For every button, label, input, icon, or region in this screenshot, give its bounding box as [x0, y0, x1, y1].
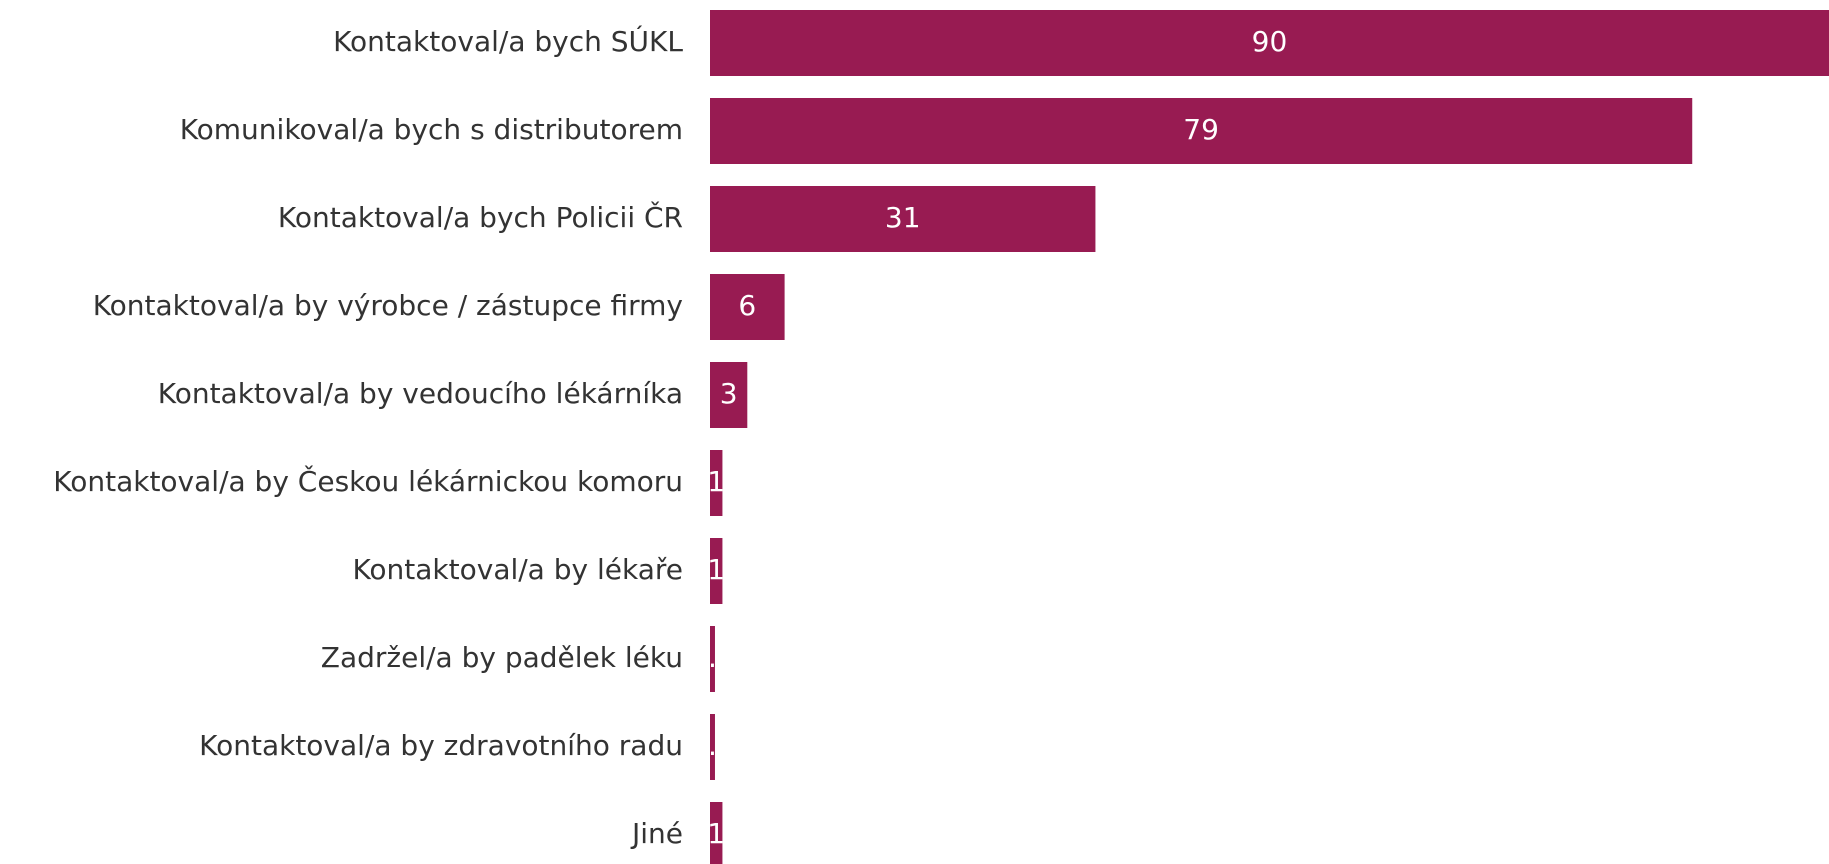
- category-label: Kontaktoval/a by Českou lékárnickou komo…: [53, 464, 683, 498]
- bar: [710, 274, 785, 340]
- category-label: Kontaktoval/a by vedoucího lékárníka: [158, 377, 683, 410]
- bar: [710, 802, 723, 864]
- bar: [710, 186, 1096, 252]
- bar: [710, 362, 748, 428]
- category-label: Kontaktoval/a by lékaře: [352, 553, 683, 586]
- bar: [710, 98, 1693, 164]
- data-label: 1: [707, 553, 725, 586]
- category-label: Zadržel/a by padělek léku: [321, 641, 683, 674]
- data-label: 6: [738, 289, 756, 322]
- data-label: 90: [1252, 25, 1288, 58]
- category-label: Kontaktoval/a bych SÚKL: [333, 24, 683, 58]
- bar: [710, 538, 723, 604]
- data-label: 0.4: [690, 641, 735, 674]
- data-label: 31: [885, 201, 921, 234]
- bar: [710, 626, 715, 692]
- bar: [710, 450, 723, 516]
- bar: [710, 10, 1829, 76]
- category-label: Kontaktoval/a bych Policii ČR: [278, 200, 683, 234]
- data-label: 3: [720, 377, 738, 410]
- data-label: 79: [1183, 113, 1219, 146]
- category-label: Kontaktoval/a by zdravotního radu: [199, 729, 683, 762]
- bar: [710, 714, 715, 780]
- data-label: 1: [707, 817, 725, 850]
- category-label: Komunikoval/a bych s distributorem: [180, 113, 683, 146]
- data-label: 0.4: [690, 729, 735, 762]
- category-label: Kontaktoval/a by výrobce / zástupce firm…: [93, 289, 683, 322]
- category-label: Jiné: [630, 817, 683, 850]
- data-label: 1: [707, 465, 725, 498]
